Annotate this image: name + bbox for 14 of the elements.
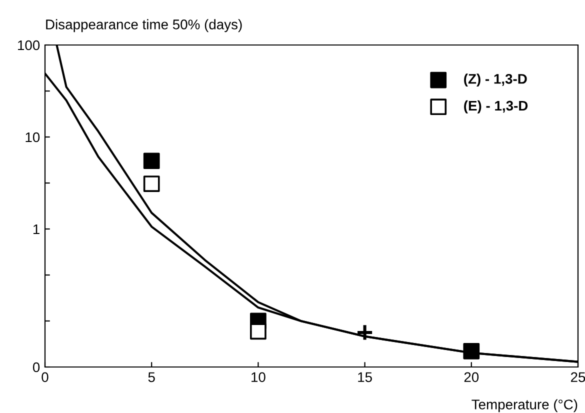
y-tick-label: 100	[18, 40, 40, 50]
y-tick-label: 10	[26, 132, 40, 142]
x-tick-label: 5	[148, 372, 155, 382]
y-tick-label: 0	[32, 362, 40, 372]
x-tick-label: 15	[358, 372, 372, 382]
legend-label: (Z) - 1,3-D	[464, 74, 527, 87]
y-tick-label: 1	[33, 224, 40, 234]
y-axis-title: Disappearance time 50% (days)	[46, 19, 242, 32]
x-tick-label: 10	[252, 372, 266, 382]
legend-label: (E) - 1,3-D	[464, 100, 528, 114]
x-axis-title: Temperature (°C)	[472, 399, 578, 412]
x-tick-label: 20	[464, 372, 479, 382]
x-tick-label: 25	[570, 372, 585, 382]
x-tick-label: 0	[42, 372, 48, 382]
